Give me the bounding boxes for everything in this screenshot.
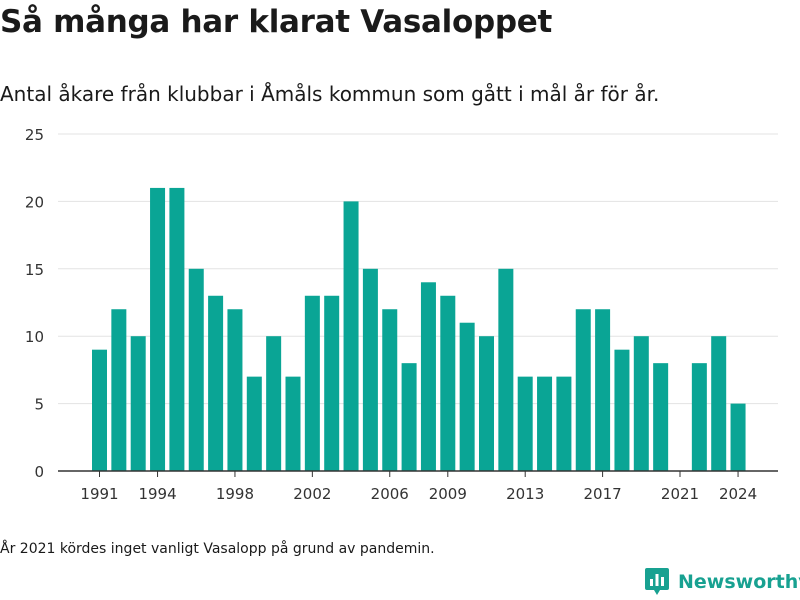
bar: [537, 376, 553, 471]
bar: [246, 376, 262, 471]
bar: [556, 376, 572, 471]
x-tick-label: 2024: [719, 485, 757, 503]
x-tick-label: 2017: [584, 485, 622, 503]
bar-chart: 0 5 10 15 20 25 1991 1994 1998 2002 2006 2009 2013 2…: [25, 126, 778, 503]
bar: [362, 268, 378, 471]
bars: [92, 187, 746, 472]
x-tick-label: 1991: [80, 485, 118, 503]
chart-subtitle: Antal åkare från klubbar i Åmåls kommun …: [0, 82, 660, 106]
bar: [691, 363, 707, 471]
y-tick-label: 15: [25, 261, 44, 279]
bar: [285, 376, 301, 471]
y-tick-label: 20: [25, 193, 44, 211]
bar: [304, 295, 320, 471]
bar: [633, 336, 649, 471]
bar: [169, 187, 185, 472]
bar: [440, 295, 456, 471]
x-tick-label: 2002: [293, 485, 331, 503]
bar: [595, 309, 611, 471]
x-tick-label: 2021: [661, 485, 699, 503]
bar: [401, 363, 417, 471]
footnote: År 2021 kördes inget vanligt Vasalopp på…: [0, 541, 435, 557]
bar: [479, 336, 494, 471]
bar: [711, 336, 727, 471]
bar: [517, 376, 533, 471]
bar: [188, 268, 204, 471]
y-tick-label: 5: [34, 396, 44, 414]
x-tick-label: 1998: [216, 485, 254, 503]
x-tick-label: 2006: [371, 485, 409, 503]
x-tick-label: 2013: [506, 485, 544, 503]
bar: [227, 309, 243, 471]
bar: [130, 336, 146, 471]
bar: [208, 295, 224, 471]
bar: [614, 349, 630, 471]
chart-title: Så många har klarat Vasaloppet: [0, 4, 553, 40]
y-tick-labels: 0 5 10 15 20 25: [25, 126, 44, 481]
x-tick-labels: 1991 1994 1998 2002 2006 2009 2013 2017 2021 2024: [80, 485, 757, 503]
y-tick-label: 10: [25, 328, 44, 346]
grid-lines: [58, 133, 778, 405]
bar: [653, 363, 669, 471]
bar: [575, 309, 591, 471]
bar: [343, 201, 359, 471]
bar: [382, 309, 398, 471]
y-tick-label: 25: [25, 126, 44, 144]
bar: [266, 336, 282, 471]
bar: [111, 309, 127, 471]
newsworthy-logo-icon: [645, 568, 669, 595]
bar: [498, 268, 514, 471]
x-tick-label: 2009: [429, 485, 467, 503]
bar: [324, 295, 340, 471]
bar: [150, 187, 166, 472]
bar: [730, 403, 746, 471]
bar: [420, 282, 436, 471]
bar: [92, 349, 107, 471]
x-tick-label: 1994: [138, 485, 176, 503]
y-tick-label: 0: [34, 463, 44, 481]
brand-name: Newsworthy: [678, 571, 800, 593]
bar: [459, 322, 475, 471]
x-axis: [58, 470, 778, 477]
brand[interactable]: Newsworthy: [644, 567, 800, 597]
